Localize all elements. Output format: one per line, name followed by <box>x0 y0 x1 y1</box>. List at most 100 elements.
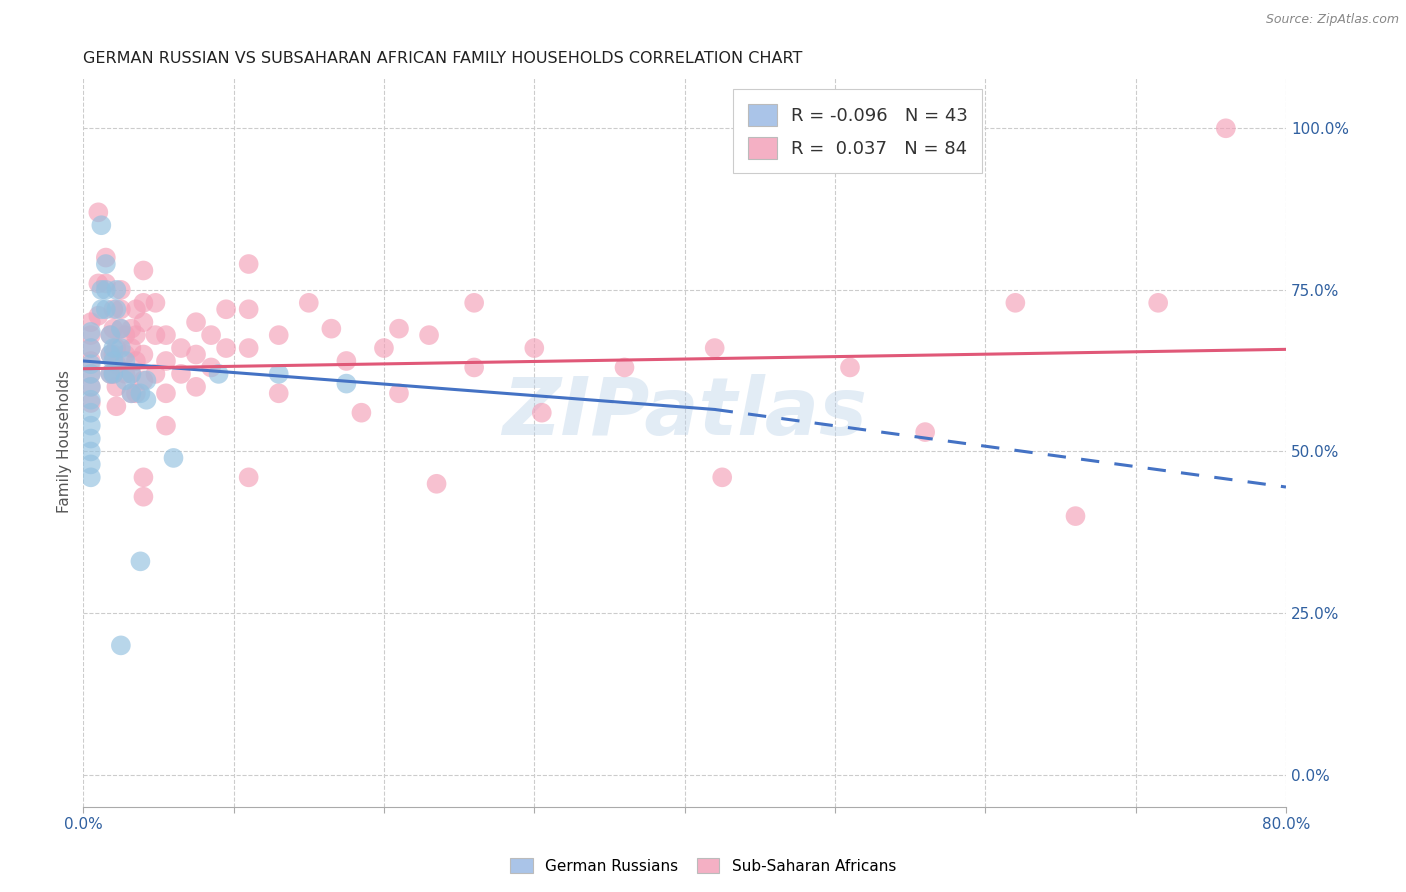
Point <box>238 302 260 317</box>
Point <box>80 341 103 355</box>
Point <box>125 386 148 401</box>
Point <box>120 367 142 381</box>
Point <box>184 380 207 394</box>
Point <box>80 357 103 371</box>
Y-axis label: Family Households: Family Households <box>58 370 72 513</box>
Point <box>155 328 177 343</box>
Point <box>388 386 411 401</box>
Point <box>110 341 132 355</box>
Point <box>145 328 167 343</box>
Point <box>110 302 132 317</box>
Point <box>94 251 117 265</box>
Point <box>132 347 155 361</box>
Point <box>125 328 148 343</box>
Point <box>426 476 449 491</box>
Point <box>94 257 117 271</box>
Point <box>530 406 553 420</box>
Point <box>103 367 125 381</box>
Point <box>110 321 132 335</box>
Point <box>145 367 167 381</box>
Text: ZIPatlas: ZIPatlas <box>502 374 868 451</box>
Point <box>98 347 121 361</box>
Point <box>80 354 103 368</box>
Point <box>110 639 132 653</box>
Point <box>98 328 121 343</box>
Point <box>162 450 184 465</box>
Point <box>87 205 110 219</box>
Point <box>90 302 112 317</box>
Point <box>80 341 103 355</box>
Point <box>145 295 167 310</box>
Point <box>350 406 373 420</box>
Point <box>105 380 128 394</box>
Point <box>103 341 125 355</box>
Text: GERMAN RUSSIAN VS SUBSAHARAN AFRICAN FAMILY HOUSEHOLDS CORRELATION CHART: GERMAN RUSSIAN VS SUBSAHARAN AFRICAN FAM… <box>83 51 803 66</box>
Point <box>110 321 132 335</box>
Point <box>87 309 110 323</box>
Legend: German Russians, Sub-Saharan Africans: German Russians, Sub-Saharan Africans <box>503 852 903 880</box>
Point <box>80 380 103 394</box>
Point <box>463 360 485 375</box>
Point <box>200 360 222 375</box>
Point <box>129 386 152 401</box>
Point <box>80 315 103 329</box>
Legend: R = -0.096   N = 43, R =  0.037   N = 84: R = -0.096 N = 43, R = 0.037 N = 84 <box>733 89 983 173</box>
Point <box>613 360 636 375</box>
Point <box>215 302 238 317</box>
Point <box>184 347 207 361</box>
Point <box>1147 295 1170 310</box>
Point <box>155 354 177 368</box>
Point <box>103 367 125 381</box>
Point <box>114 347 136 361</box>
Point <box>105 302 128 317</box>
Point <box>125 302 148 317</box>
Point <box>200 328 222 343</box>
Point <box>98 367 121 381</box>
Point <box>80 325 103 339</box>
Point <box>135 392 157 407</box>
Point <box>321 321 343 335</box>
Point <box>90 283 112 297</box>
Point <box>80 367 103 381</box>
Point <box>132 315 155 329</box>
Point <box>184 315 207 329</box>
Point <box>120 367 142 381</box>
Point <box>80 406 103 420</box>
Point <box>132 490 155 504</box>
Point <box>80 432 103 446</box>
Point <box>373 341 395 355</box>
Point <box>80 418 103 433</box>
Point <box>335 354 357 368</box>
Point <box>105 283 128 297</box>
Point <box>207 367 229 381</box>
Text: Source: ZipAtlas.com: Source: ZipAtlas.com <box>1265 13 1399 27</box>
Point <box>170 341 193 355</box>
Point <box>132 373 155 387</box>
Point <box>238 470 260 484</box>
Point <box>523 341 546 355</box>
Point <box>80 396 103 410</box>
Point <box>703 341 725 355</box>
Point <box>238 257 260 271</box>
Point <box>914 425 936 439</box>
Point <box>80 392 103 407</box>
Point <box>103 302 125 317</box>
Point <box>267 367 290 381</box>
Point <box>114 373 136 387</box>
Point <box>98 328 121 343</box>
Point <box>132 470 155 484</box>
Point <box>170 367 193 381</box>
Point <box>132 295 155 310</box>
Point <box>105 399 128 413</box>
Point <box>1004 295 1026 310</box>
Point <box>94 302 117 317</box>
Point <box>711 470 734 484</box>
Point <box>114 328 136 343</box>
Point <box>80 458 103 472</box>
Point <box>114 367 136 381</box>
Point <box>215 341 238 355</box>
Point <box>98 367 121 381</box>
Point <box>120 321 142 335</box>
Point <box>80 470 103 484</box>
Point <box>267 328 290 343</box>
